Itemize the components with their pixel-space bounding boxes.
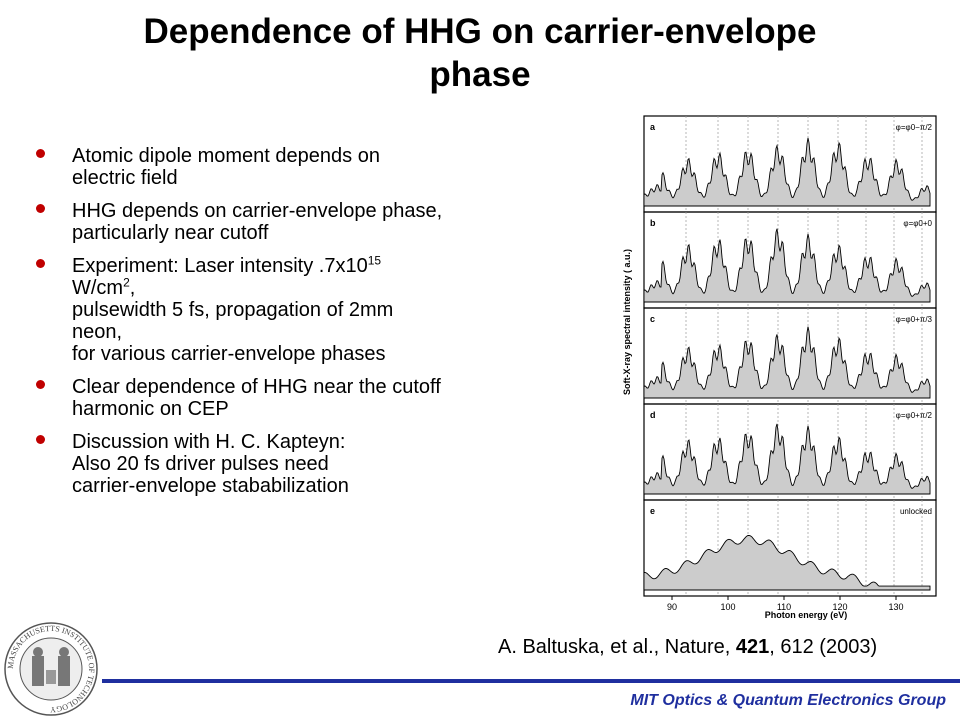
intensity-exponent: 15 (367, 253, 382, 268)
bullet-line: for various carrier-envelope phases (72, 343, 386, 365)
x-axis-label: Photon energy (eV) (765, 610, 848, 620)
x-tick-label: 100 (720, 602, 735, 612)
bullet-dot-icon (36, 149, 45, 158)
bullet-line: Clear dependence of HHG near the cutoff (72, 376, 441, 398)
bullet-line: HHG depends on carrier-envelope phase, (72, 200, 443, 222)
panel-phase-label: φ=φ0−π/2 (896, 123, 933, 132)
bullet-item: Atomic dipole moment depends on electric… (30, 145, 590, 189)
bullet-line: neon, (72, 321, 123, 343)
bullet-line: electric field (72, 167, 178, 189)
x-tick-label: 120 (832, 602, 847, 612)
panel-letter: a (650, 122, 656, 132)
panel-phase-label: φ=φ0+0 (903, 219, 932, 228)
bullet-line: Also 20 fs driver pulses need (72, 453, 329, 475)
spectrum-trace (643, 137, 931, 207)
bullet-item: Clear dependence of HHG near the cutoff … (30, 376, 590, 420)
citation-pages: , 612 (2003) (769, 636, 878, 658)
footer-group-name: MIT Optics & Quantum Electronics Group (630, 692, 946, 709)
bullet-line: particularly near cutoff (72, 222, 269, 244)
citation-volume: 421 (735, 636, 770, 658)
y-axis-label: Soft-X-ray spectral intensity ( a.u.) (622, 249, 632, 395)
panel-letter: b (650, 218, 656, 228)
title-line-2: phase (429, 55, 531, 94)
bullet-item: HHG depends on carrier-envelope phase, p… (30, 200, 590, 244)
x-tick-label: 90 (667, 602, 677, 612)
unit-comma: , (129, 277, 136, 299)
spectrum-trace (643, 326, 931, 399)
slide-title: Dependence of HHG on carrier-envelope ph… (40, 10, 920, 96)
bullet-line: harmonic on CEP (72, 398, 229, 420)
citation-authors: A. Baltuska, et al., Nature, (498, 636, 736, 658)
bullet-line: W/cm2, (72, 275, 590, 299)
spectrum-trace (643, 534, 931, 591)
bullet-line: pulsewidth 5 fs, propagation of 2mm (72, 299, 394, 321)
bullet-list: Atomic dipole moment depends on electric… (30, 145, 590, 508)
x-tick-label: 110 (777, 602, 791, 612)
unit-text: W/cm (72, 277, 124, 299)
bullet-line: Experiment: Laser intensity .7x1015 (72, 253, 590, 277)
panel-phase-label: unlocked (900, 507, 932, 516)
intensity-text: Experiment: Laser intensity .7x10 (72, 255, 368, 277)
unit-exponent: 2 (123, 275, 130, 290)
panel-letter: e (650, 506, 655, 516)
bullet-line: carrier-envelope stababilization (72, 475, 349, 497)
spectra-panels: a φ=φ0−π/2 b φ=φ0+0 c φ=φ0+π/3 d φ=φ0+π/2 e unloc… (643, 115, 937, 597)
panel-phase-label: φ=φ0+π/3 (896, 315, 933, 324)
panel-letter: d (650, 410, 656, 420)
panel-phase-label: φ=φ0+π/2 (896, 411, 933, 420)
bullet-item: Discussion with H. C. Kapteyn: Also 20 f… (30, 431, 590, 497)
panel-frame (643, 499, 937, 597)
bullet-item: Experiment: Laser intensity .7x1015 W/cm… (30, 253, 590, 365)
citation: A. Baltuska, et al., Nature, 421, 612 (2… (498, 636, 877, 659)
panel-letter: c (650, 314, 655, 324)
bullet-line: Atomic dipole moment depends on (72, 145, 380, 167)
bullet-dot-icon (36, 204, 45, 213)
footer-rule (102, 679, 960, 683)
mit-seal-logo: MASSACHUSETTS INSTITUTE OF TECHNOLOGY (4, 622, 98, 716)
bullet-dot-icon (36, 435, 45, 444)
spectrum-trace (643, 423, 931, 495)
bullet-dot-icon (36, 259, 45, 268)
x-tick-label: 130 (888, 602, 903, 612)
x-axis: 90 100 110 120 130 (667, 596, 904, 612)
spectrum-trace (643, 228, 931, 303)
bullet-line: Discussion with H. C. Kapteyn: (72, 431, 346, 453)
hhg-spectra-figure: a φ=φ0−π/2 b φ=φ0+0 c φ=φ0+π/3 d φ=φ0+π/2 e unloc… (622, 115, 937, 620)
bullet-dot-icon (36, 380, 45, 389)
title-line-1: Dependence of HHG on carrier-envelope (143, 12, 817, 51)
